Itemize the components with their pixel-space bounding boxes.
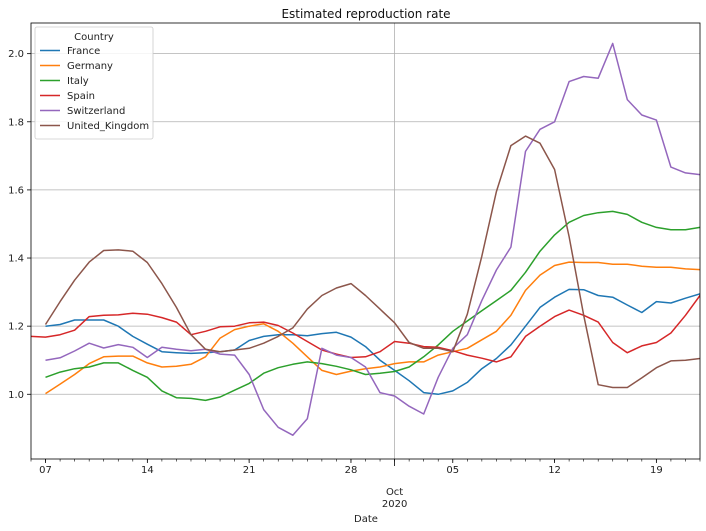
chart-title: Estimated reproduction rate xyxy=(281,7,450,21)
series-line-france xyxy=(45,288,700,396)
series-line-switzerland xyxy=(45,42,700,436)
legend-entry-italy: Italy xyxy=(67,76,89,87)
x-tick-label: 14 xyxy=(141,465,154,476)
legend-entry-switzerland: Switzerland xyxy=(67,106,125,117)
legend-entry-germany: Germany xyxy=(67,61,113,72)
series-line-germany xyxy=(45,261,700,395)
y-tick-label: 1.6 xyxy=(8,185,24,196)
series-group xyxy=(31,42,700,436)
series-line-spain xyxy=(31,293,700,363)
series-line-united-kingdom xyxy=(44,135,700,389)
x-tick-label: 21 xyxy=(243,465,256,476)
y-tick-label: 1.4 xyxy=(8,254,24,265)
legend-box xyxy=(34,26,154,140)
x-major-tick-label: Oct xyxy=(386,487,403,498)
y-tick-label: 1.8 xyxy=(8,117,24,128)
series-line-italy xyxy=(45,210,700,402)
x-major-tick-sublabel: 2020 xyxy=(382,499,407,510)
y-tick-label: 1.0 xyxy=(8,390,24,401)
x-tick-label: 07 xyxy=(39,465,52,476)
x-tick-label: 28 xyxy=(345,465,358,476)
x-tick-label: 19 xyxy=(650,465,663,476)
legend-entry-france: France xyxy=(67,46,100,57)
x-tick-label: 12 xyxy=(548,465,561,476)
x-axis-label: Date xyxy=(354,514,378,525)
legend-title: Country xyxy=(74,32,114,43)
y-tick-label: 1.2 xyxy=(8,322,24,333)
y-tick-label: 2.0 xyxy=(8,49,24,60)
legend-entry-united-kingdom: United_Kingdom xyxy=(67,121,149,132)
legend-entry-spain: Spain xyxy=(67,91,95,102)
legend: Country France Germany Italy Spain Switzerlan… xyxy=(34,26,154,140)
x-tick-label: 05 xyxy=(446,465,459,476)
